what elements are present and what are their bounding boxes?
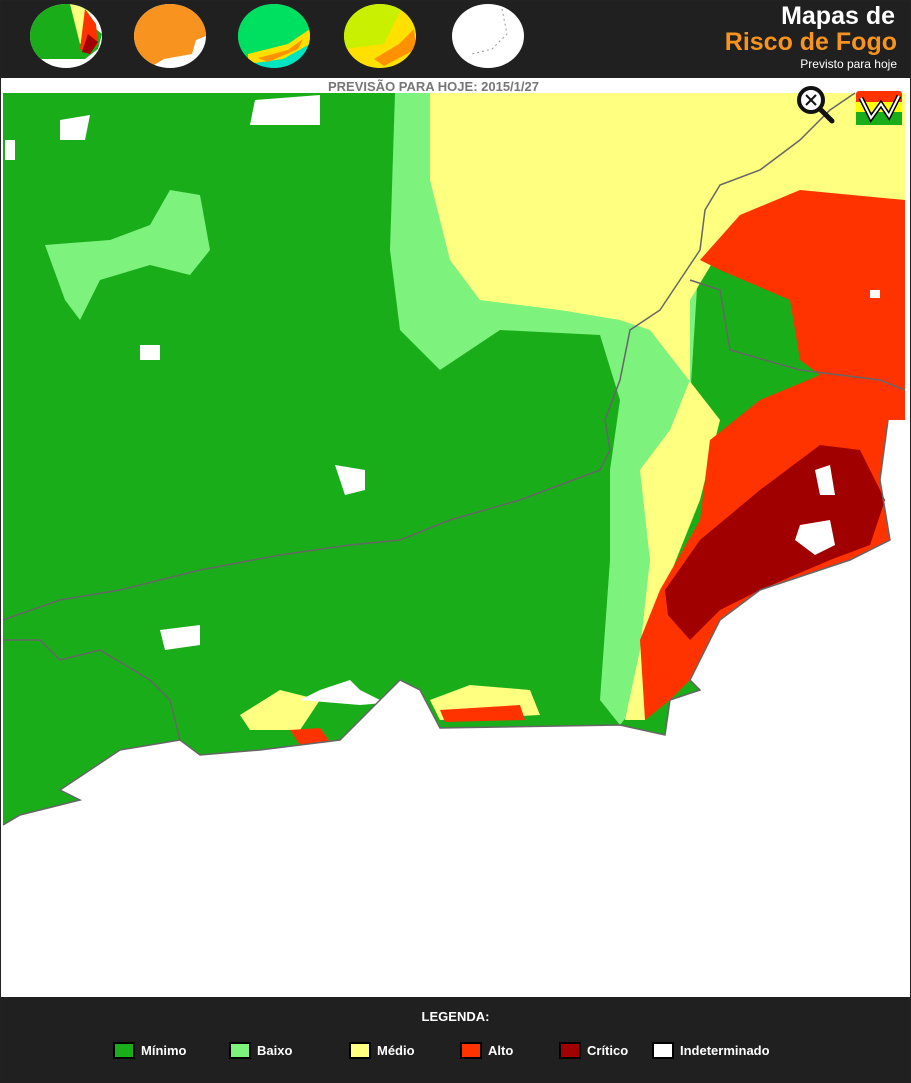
legend-item-indeterminado: Indeterminado [652, 1042, 770, 1059]
thumbnail-risco-de-fogo[interactable] [30, 4, 102, 68]
legend-item-medio: Médio [349, 1042, 415, 1059]
legend-swatch [460, 1042, 482, 1059]
region-alto-coast [290, 705, 525, 745]
thumbnail-orange-map[interactable] [134, 4, 206, 68]
subtitle: Previsto para hoje [800, 57, 897, 71]
legend-label: Crítico [587, 1043, 629, 1058]
legend-label: Baixo [257, 1043, 293, 1058]
legend-label: Indeterminado [680, 1043, 770, 1058]
thumbnail-yellow-map[interactable] [344, 4, 416, 68]
map-regions [3, 93, 905, 825]
region-baixo-west [45, 190, 210, 320]
legend-swatch [113, 1042, 135, 1059]
legend-item-baixo: Baixo [229, 1042, 292, 1059]
magnifier-zoom-icon[interactable] [795, 84, 835, 124]
legend-label: Alto [488, 1043, 514, 1058]
region-medio [430, 93, 905, 720]
forecast-date-text: PREVISÃO PARA HOJE: 2015/1/27 [328, 79, 539, 94]
thumbnail-white-map[interactable] [452, 4, 524, 68]
legend-item-alto: Alto [460, 1042, 513, 1059]
region-indeterminado-coast [300, 680, 440, 728]
legend-item-critico: Crítico [559, 1042, 628, 1059]
legend-title: LEGENDA: [421, 1009, 490, 1024]
legend-label: Médio [377, 1043, 415, 1058]
legend-swatch [349, 1042, 371, 1059]
legend-swatch [229, 1042, 251, 1059]
legend-item-minimo: Mínimo [113, 1042, 187, 1059]
fire-risk-map[interactable] [0, 0, 911, 997]
state-borders [2, 92, 906, 826]
risk-logo-icon[interactable] [855, 90, 903, 126]
legend-swatch [652, 1042, 674, 1059]
title-line1: Mapas de [781, 2, 895, 30]
legend: LEGENDA: Mínimo Baixo Médio Alto Crítico… [0, 997, 911, 1083]
thumbnail-blue-green-map[interactable] [238, 4, 310, 68]
title-line2: Risco de Fogo [724, 28, 897, 56]
header: Mapas de Risco de Fogo Previsto para hoj… [0, 0, 911, 78]
legend-swatch [559, 1042, 581, 1059]
legend-label: Mínimo [141, 1043, 187, 1058]
